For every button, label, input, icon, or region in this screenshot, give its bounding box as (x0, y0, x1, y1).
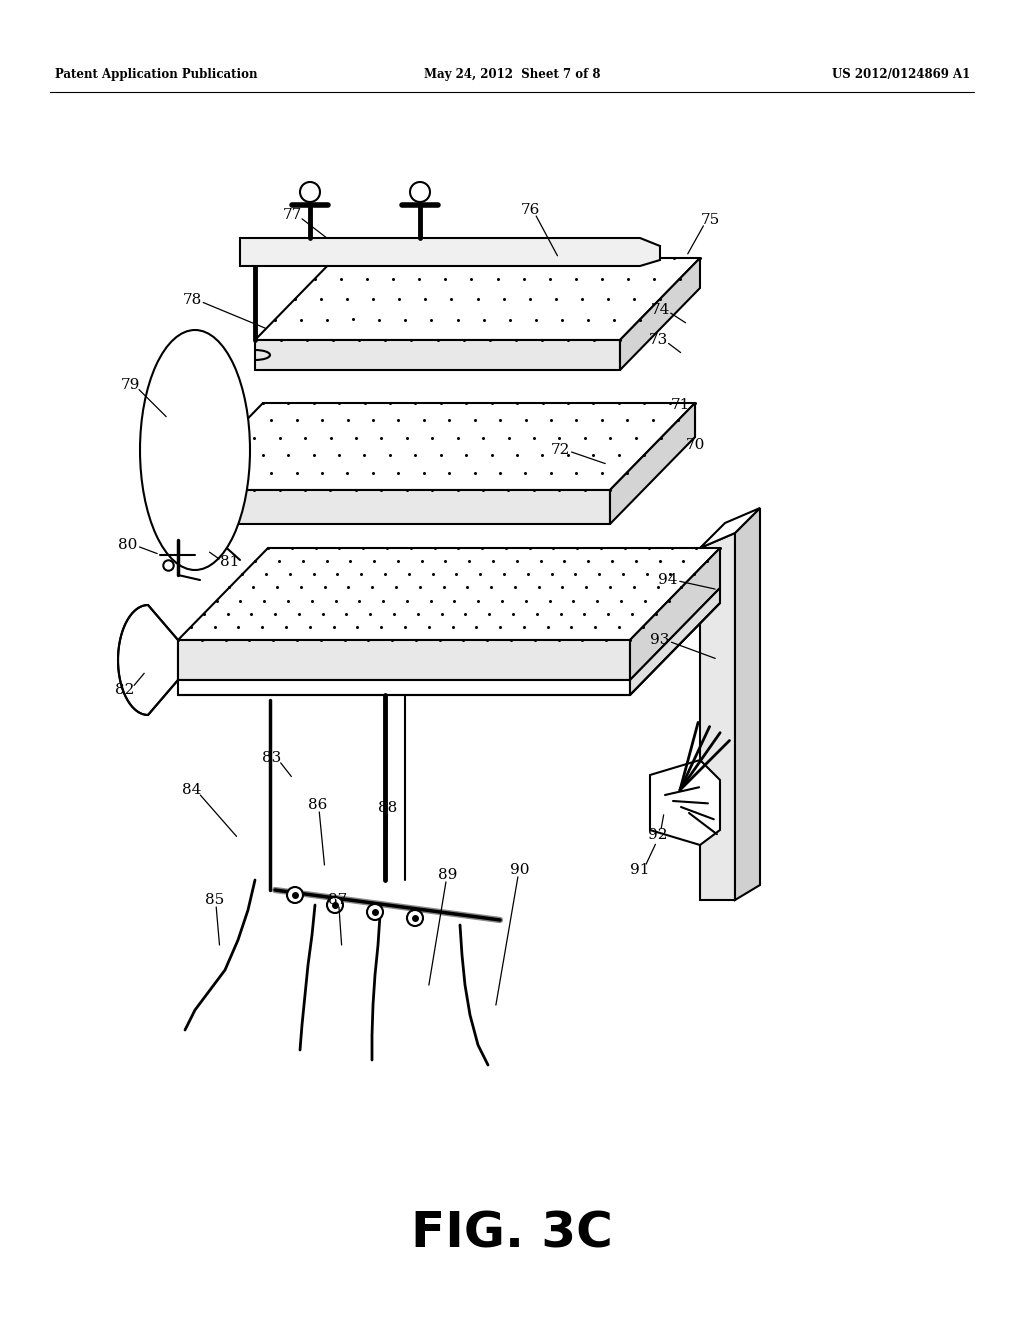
Polygon shape (630, 548, 720, 680)
Text: Patent Application Publication: Patent Application Publication (55, 69, 257, 81)
Polygon shape (178, 640, 630, 680)
Polygon shape (735, 508, 760, 900)
Text: 81: 81 (220, 554, 240, 569)
Text: May 24, 2012  Sheet 7 of 8: May 24, 2012 Sheet 7 of 8 (424, 69, 600, 81)
Ellipse shape (140, 330, 250, 570)
Text: 80: 80 (119, 539, 137, 552)
Polygon shape (620, 257, 700, 370)
Circle shape (327, 898, 343, 913)
Text: FIG. 3C: FIG. 3C (411, 1210, 613, 1258)
Text: 94: 94 (658, 573, 678, 587)
Text: 93: 93 (650, 634, 670, 647)
Circle shape (407, 909, 423, 927)
Text: 92: 92 (648, 828, 668, 842)
Circle shape (287, 887, 303, 903)
Text: 91: 91 (630, 863, 650, 876)
Text: 88: 88 (379, 801, 397, 814)
Polygon shape (240, 238, 660, 267)
Text: 86: 86 (308, 799, 328, 812)
Text: 89: 89 (438, 869, 458, 882)
Text: 71: 71 (671, 399, 690, 412)
Polygon shape (178, 680, 630, 696)
Polygon shape (118, 605, 178, 715)
Text: 75: 75 (700, 213, 720, 227)
Text: 85: 85 (206, 894, 224, 907)
Text: 83: 83 (262, 751, 282, 766)
Text: 82: 82 (116, 682, 135, 697)
Polygon shape (700, 508, 760, 548)
Circle shape (300, 182, 319, 202)
Polygon shape (178, 490, 610, 524)
Text: 79: 79 (120, 378, 139, 392)
Polygon shape (620, 403, 695, 490)
Polygon shape (255, 341, 620, 370)
Text: 70: 70 (685, 438, 705, 451)
Circle shape (367, 904, 383, 920)
Polygon shape (650, 760, 720, 845)
Text: US 2012/0124869 A1: US 2012/0124869 A1 (831, 69, 970, 81)
Circle shape (410, 182, 430, 202)
Text: 84: 84 (182, 783, 202, 797)
Polygon shape (178, 403, 695, 490)
Polygon shape (178, 548, 720, 640)
Text: 78: 78 (182, 293, 202, 308)
Text: 90: 90 (510, 863, 529, 876)
Polygon shape (700, 533, 735, 900)
Polygon shape (630, 587, 720, 696)
Text: 72: 72 (550, 444, 569, 457)
Text: 87: 87 (329, 894, 347, 907)
Polygon shape (610, 403, 695, 524)
Text: 77: 77 (283, 209, 302, 222)
Text: 76: 76 (520, 203, 540, 216)
Polygon shape (255, 257, 700, 341)
Text: 74: 74 (650, 304, 670, 317)
Text: 73: 73 (648, 333, 668, 347)
